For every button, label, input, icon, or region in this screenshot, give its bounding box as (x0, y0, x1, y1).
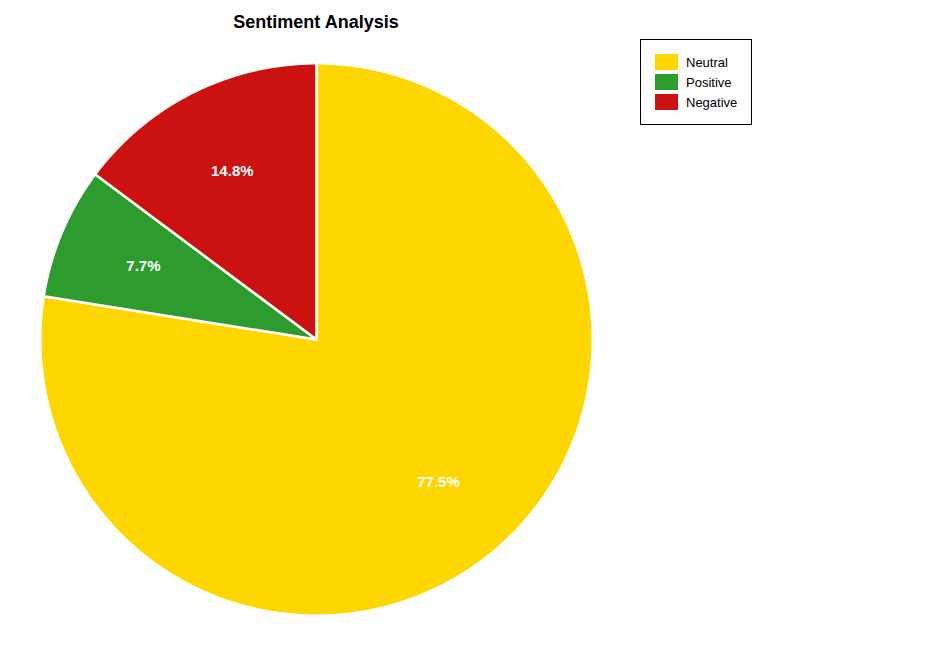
html-text:Sentiment Analysis: Sentiment Analysis (233, 12, 399, 32)
svg-text:14.8%: 14.8% (211, 162, 254, 179)
svg-text:7.7%: 7.7% (126, 257, 160, 274)
html-text:Neutral: Neutral (686, 54, 728, 70)
svg-text:77.5%: 77.5% (417, 473, 460, 490)
html-text:Positive: Positive (686, 74, 732, 90)
html-text:Negative: Negative (686, 94, 738, 110)
